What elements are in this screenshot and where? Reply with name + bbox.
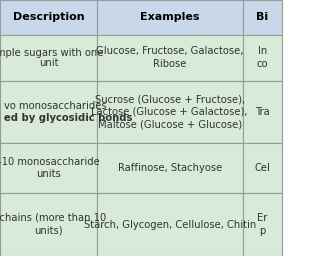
- Bar: [0, 81, 97, 143]
- Text: imple sugars with one: imple sugars with one: [0, 48, 104, 58]
- Bar: [243, 143, 282, 193]
- Text: Er: Er: [257, 214, 268, 223]
- Text: Starch, Glycogen, Cellulose, Chitin: Starch, Glycogen, Cellulose, Chitin: [84, 220, 256, 230]
- Text: g chains (more than 10: g chains (more than 10: [0, 214, 107, 223]
- Text: Bi: Bi: [256, 12, 268, 22]
- Text: co: co: [256, 59, 268, 69]
- Text: In: In: [258, 46, 267, 57]
- Text: Description: Description: [12, 12, 84, 22]
- Text: vo monosaccharides: vo monosaccharides: [4, 101, 107, 111]
- Bar: [243, 81, 282, 143]
- Bar: [0, 0, 97, 35]
- Bar: [97, 0, 243, 35]
- Text: Maltose (Glucose + Glucose): Maltose (Glucose + Glucose): [98, 119, 242, 129]
- Bar: [0, 193, 97, 256]
- Text: unit: unit: [39, 58, 58, 68]
- Text: units): units): [34, 226, 63, 236]
- Bar: [243, 193, 282, 256]
- Text: ed by glycosidic bonds: ed by glycosidic bonds: [4, 113, 132, 123]
- Bar: [97, 35, 243, 81]
- Text: -10 monosaccharide: -10 monosaccharide: [0, 157, 99, 167]
- Text: units: units: [36, 169, 61, 179]
- Text: p: p: [259, 226, 266, 236]
- Text: Lactose (Glucose + Galactose),: Lactose (Glucose + Galactose),: [92, 107, 248, 117]
- Text: Glucose, Fructose, Galactose,: Glucose, Fructose, Galactose,: [96, 46, 243, 57]
- Bar: [0, 35, 97, 81]
- Bar: [0, 143, 97, 193]
- Text: Ribose: Ribose: [153, 59, 186, 69]
- Bar: [243, 0, 282, 35]
- Text: Sucrose (Glucose + Fructose),: Sucrose (Glucose + Fructose),: [95, 95, 245, 105]
- Text: Cel: Cel: [255, 163, 270, 173]
- Text: Tra: Tra: [255, 107, 270, 117]
- Bar: [243, 35, 282, 81]
- Text: Examples: Examples: [140, 12, 199, 22]
- Bar: [97, 143, 243, 193]
- Text: Raffinose, Stachyose: Raffinose, Stachyose: [118, 163, 222, 173]
- Bar: [97, 193, 243, 256]
- Bar: [97, 81, 243, 143]
